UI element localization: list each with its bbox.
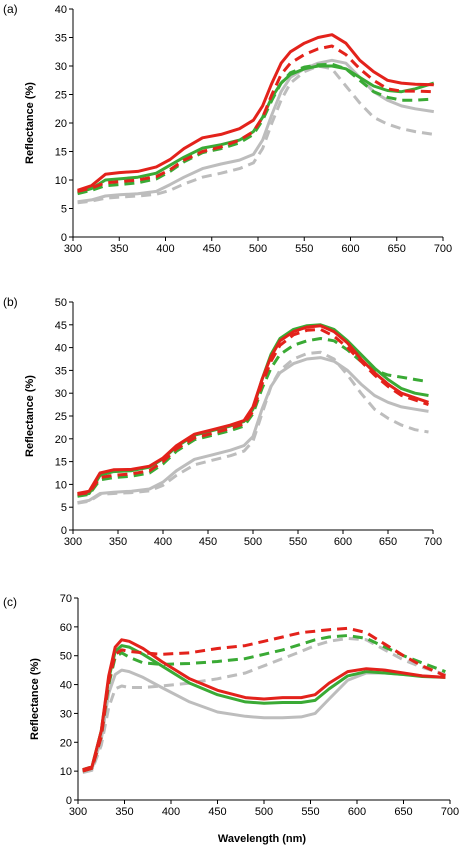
- x-tick-label: 300: [64, 536, 82, 548]
- y-tick-label: 45: [55, 320, 67, 332]
- x-tick-label: 500: [249, 243, 267, 255]
- x-tick-label: 550: [301, 806, 319, 818]
- y-tick-label: 10: [60, 766, 72, 778]
- x-tick-label: 450: [199, 536, 217, 548]
- y-axis-title: Reflectance (%): [24, 375, 36, 457]
- y-tick-label: 10: [55, 479, 67, 491]
- x-tick-label: 650: [379, 536, 397, 548]
- x-tick-label: 400: [156, 243, 174, 255]
- x-tick-label: 700: [424, 536, 442, 548]
- y-tick-label: 15: [55, 457, 67, 469]
- y-tick-label: 5: [61, 502, 67, 514]
- y-tick-label: 60: [60, 622, 72, 634]
- x-tick-label: 400: [162, 806, 180, 818]
- x-tick-label: 600: [341, 243, 359, 255]
- series-line-red-solid: [77, 33, 434, 192]
- panel-label: (a): [3, 2, 18, 16]
- y-tick-label: 0: [61, 525, 67, 537]
- series-line-red-solid: [82, 638, 446, 772]
- panel-c: 0 10 20 30 40 50 60 70 300 350 400 450 500 550 600 650 7…: [3, 593, 459, 845]
- series-line-red-dashed: [77, 327, 429, 496]
- y-tick-label: 20: [55, 434, 67, 446]
- y-tick-label: 50: [55, 297, 67, 309]
- y-tick-label: 0: [61, 232, 67, 244]
- panel-a: 0 5 10 15 20 25 30 35 40 300 350 400 450 500 550 600 650…: [3, 2, 452, 255]
- y-axis-title: Reflectance (%): [29, 658, 41, 740]
- x-tick-label: 450: [203, 243, 221, 255]
- x-tick-label: 550: [295, 243, 313, 255]
- x-tick-label: 600: [334, 536, 352, 548]
- series-line-gray-dashed: [77, 64, 435, 205]
- y-tick-label: 5: [61, 204, 67, 216]
- x-tick-label: 300: [69, 806, 87, 818]
- y-tick-label: 35: [55, 33, 67, 45]
- series-line-green-dashed: [77, 337, 429, 498]
- panel-b: 0 5 10 15 20 25 30 35 40 45 50 300 350 400 450 500 550 60…: [3, 295, 442, 548]
- y-tick-label: 50: [60, 651, 72, 663]
- y-tick-label: 40: [60, 680, 72, 692]
- x-tick-label: 500: [244, 536, 262, 548]
- y-tick-label: 40: [55, 343, 67, 355]
- series-line-gray-solid: [82, 668, 446, 773]
- y-tick-label: 20: [60, 737, 72, 749]
- y-tick-label: 25: [55, 90, 67, 102]
- series-line-gray-solid: [77, 356, 429, 505]
- y-tick-label: 40: [55, 4, 67, 16]
- y-tick-label: 10: [55, 175, 67, 187]
- x-tick-label: 400: [154, 536, 172, 548]
- y-axis-title: Reflectance (%): [24, 82, 36, 164]
- x-tick-label: 550: [289, 536, 307, 548]
- series-line-red-solid: [77, 324, 429, 495]
- x-tick-label: 350: [109, 536, 127, 548]
- y-tick-label: 30: [60, 708, 72, 720]
- y-tick-label: 20: [55, 118, 67, 130]
- y-tick-label: 30: [55, 61, 67, 73]
- series-line-gray-dashed: [82, 636, 446, 775]
- x-tick-label: 650: [388, 243, 406, 255]
- x-tick-label: 700: [434, 243, 452, 255]
- series-line-red-dashed: [77, 44, 434, 193]
- x-tick-label: 450: [208, 806, 226, 818]
- series-line-gray-dashed: [77, 350, 429, 505]
- x-tick-label: 650: [394, 806, 412, 818]
- series-line-gray-solid: [77, 58, 435, 204]
- y-tick-label: 30: [55, 388, 67, 400]
- y-tick-label: 25: [55, 411, 67, 423]
- series-line-green-dashed: [77, 62, 434, 196]
- x-tick-label: 600: [348, 806, 366, 818]
- y-tick-label: 35: [55, 365, 67, 377]
- panel-label: (b): [3, 295, 18, 309]
- series-line-red-dashed: [82, 626, 446, 773]
- x-tick-label: 350: [110, 243, 128, 255]
- y-tick-label: 15: [55, 147, 67, 159]
- x-tick-label: 500: [255, 806, 273, 818]
- x-tick-label: 300: [64, 243, 82, 255]
- y-tick-label: 70: [60, 593, 72, 605]
- y-tick-label: 0: [66, 795, 72, 807]
- x-axis-title: Wavelength (nm): [218, 833, 307, 845]
- x-tick-label: 700: [441, 806, 459, 818]
- panel-label: (c): [3, 595, 17, 609]
- x-tick-label: 350: [115, 806, 133, 818]
